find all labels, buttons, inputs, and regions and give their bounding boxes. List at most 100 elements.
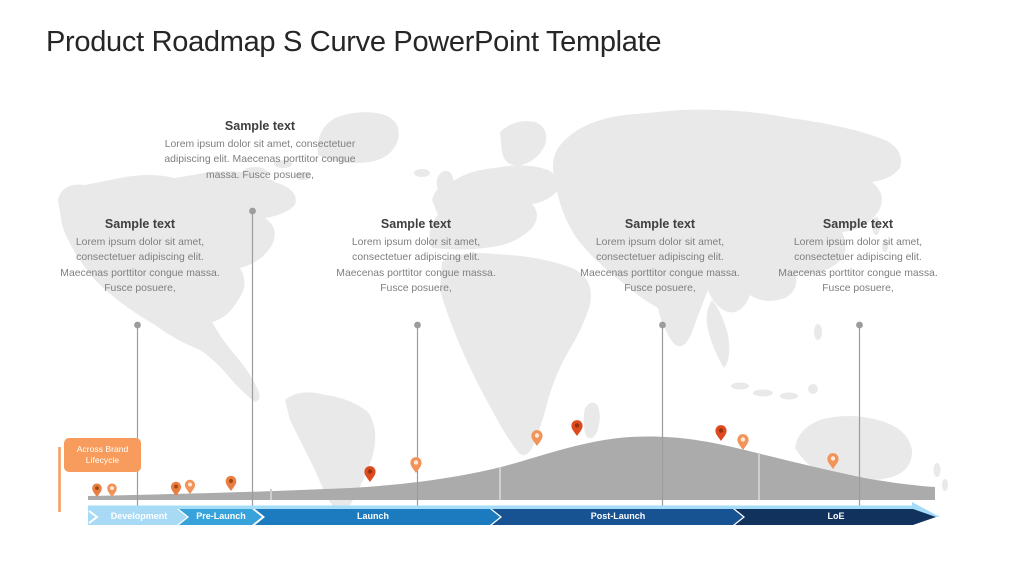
japan-island — [872, 217, 880, 235]
callout-line: Maecenas porttitor congue massa. — [60, 267, 220, 279]
pin-dot — [740, 437, 746, 442]
callout-line: consectetuer adipiscing elit. — [352, 252, 480, 264]
callout-top[interactable]: Sample text Lorem ipsum dolor sit amet, … — [140, 119, 380, 183]
callout-line: Lorem ipsum dolor sit amet, — [793, 237, 923, 248]
callout-line: adipiscing elit. Maecenas porttitor cong… — [164, 154, 356, 166]
lifecycle-label-line: Lifecycle — [85, 455, 120, 465]
madagascar-shape — [583, 402, 600, 439]
pin-dot — [228, 478, 234, 484]
callout-line: consectetuer adipiscing elit. — [794, 252, 922, 264]
pin-body — [184, 479, 196, 494]
callout-line: Fusce posuere, — [380, 283, 452, 295]
phase-segment-pre-launch[interactable] — [179, 509, 262, 525]
milestone-lines — [134, 207, 863, 509]
phase-segment-development[interactable] — [88, 509, 187, 525]
north-america-shape — [58, 171, 296, 402]
pin-body — [364, 466, 376, 482]
asia-shape — [552, 109, 901, 347]
phase-label-post-launch[interactable]: Post-Launch — [590, 511, 646, 521]
africa-shape — [440, 253, 591, 456]
callout-heading: Sample text — [380, 217, 452, 231]
callout-line: Maecenas porttitor congue massa. — [336, 267, 496, 279]
japan-island — [882, 240, 888, 252]
map-pin-icon[interactable] — [737, 434, 749, 450]
phase-label-loe[interactable]: LoE — [827, 511, 845, 521]
callout-post-launch[interactable]: Sample text Lorem ipsum dolor sit amet, … — [560, 217, 760, 297]
indonesia-island — [808, 384, 818, 394]
curve-slit — [499, 467, 501, 500]
lifecycle-label-box[interactable]: Across Brand Lifecycle — [64, 438, 141, 472]
map-pin-icon[interactable] — [107, 483, 117, 497]
arctic-island — [243, 167, 267, 177]
callout-line: Maecenas porttitor congue massa. — [580, 267, 740, 279]
map-pin-icon[interactable] — [410, 457, 422, 473]
timeline-start-chevron — [88, 510, 99, 524]
callout-heading: Sample text — [624, 217, 696, 231]
phase-label-launch[interactable]: Launch — [356, 511, 390, 521]
timeline-strip — [88, 505, 916, 509]
pin-body — [715, 425, 727, 441]
pin-body — [410, 457, 422, 473]
pin-body — [107, 483, 117, 497]
scandinavia-shape — [500, 121, 547, 166]
milestone-dot — [249, 207, 256, 215]
callout-line: Maecenas porttitor congue massa. — [778, 267, 938, 279]
pin-body — [225, 475, 237, 491]
callout-line: Fusce posuere, — [104, 283, 176, 295]
milestone-dot — [414, 321, 421, 329]
map-pin-icon[interactable] — [364, 466, 376, 482]
page-title[interactable]: Product Roadmap S Curve PowerPoint Templ… — [46, 26, 662, 58]
callout-launch[interactable]: Sample text Lorem ipsum dolor sit amet, … — [316, 217, 516, 297]
callout-line: Lorem ipsum dolor sit amet, consectetuer — [164, 139, 356, 150]
phase-label-pre-launch[interactable]: Pre-Launch — [196, 511, 246, 521]
curve-slit — [270, 489, 272, 500]
indonesia-island — [753, 389, 773, 397]
map-pin-icon[interactable] — [225, 475, 237, 491]
phase-segment-post-launch[interactable] — [492, 509, 743, 525]
pin-dot — [830, 456, 836, 461]
milestone-dot — [659, 321, 666, 329]
map-pin-icon[interactable] — [92, 483, 102, 497]
milestone-dot — [134, 321, 141, 329]
pin-body — [92, 483, 102, 497]
callout-development[interactable]: Sample text Lorem ipsum dolor sit amet, … — [40, 217, 240, 297]
pin-dot — [574, 423, 580, 428]
arctic-island — [295, 172, 311, 180]
pin-dot — [188, 482, 192, 487]
pin-dot — [110, 486, 114, 490]
pin-body — [827, 453, 839, 469]
milestone-dot — [856, 321, 863, 329]
map-pin-icon[interactable] — [170, 481, 182, 496]
philippines-island — [814, 324, 822, 340]
callout-line: Fusce posuere, — [822, 283, 894, 295]
europe-shape — [429, 165, 559, 250]
map-pins-layer — [92, 420, 839, 497]
pin-body — [170, 481, 182, 496]
pin-body — [531, 430, 543, 446]
timeline-arrow — [88, 502, 940, 525]
map-pin-icon[interactable] — [184, 479, 196, 494]
lifecycle-label-line: Across Brand — [76, 444, 129, 454]
indonesia-island — [731, 382, 749, 390]
phase-segment-loe[interactable] — [735, 509, 936, 525]
map-pin-icon[interactable] — [715, 425, 727, 441]
pin-dot — [367, 469, 373, 474]
se-asia-shape — [706, 300, 730, 368]
australia-shape — [795, 416, 913, 482]
pin-dot — [534, 433, 540, 438]
callout-line: massa. Fusce posuere, — [206, 169, 314, 181]
south-america-shape — [285, 392, 376, 514]
phase-label-development[interactable]: Development — [110, 511, 168, 521]
greenland-shape — [317, 112, 399, 164]
map-pin-icon[interactable] — [571, 420, 583, 436]
new-zealand-island — [933, 463, 941, 477]
pin-body — [737, 434, 749, 450]
callout-loe[interactable]: Sample text Lorem ipsum dolor sit amet, … — [758, 217, 958, 297]
pin-dot — [95, 486, 99, 490]
phase-segment-launch[interactable] — [255, 509, 500, 525]
map-pin-icon[interactable] — [827, 453, 839, 469]
map-pin-icon[interactable] — [531, 430, 543, 446]
curve-slit — [758, 453, 760, 500]
